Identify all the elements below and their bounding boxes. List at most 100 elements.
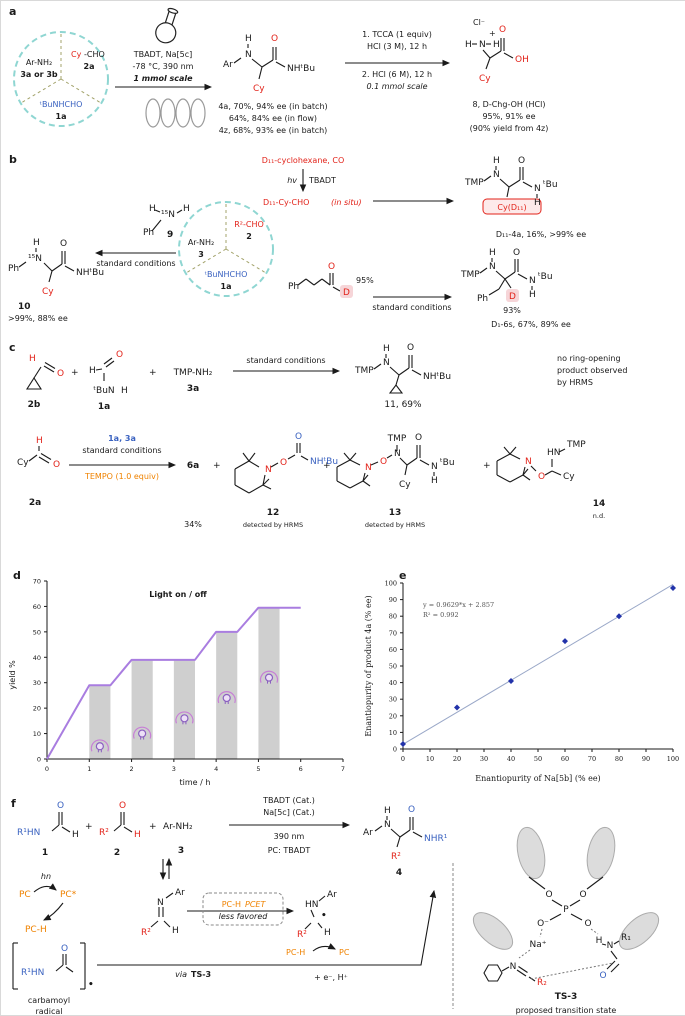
atom-ph: Ph [288, 282, 299, 292]
formamide-id: 1a [56, 112, 67, 121]
amine-formula: Ar-NH₂ [188, 238, 214, 247]
atom-ar: Ar [175, 888, 185, 898]
aldehyde-2b-structure: H O 2b [25, 354, 64, 410]
compound-id-6a: 6a [187, 461, 199, 471]
aldehyde-id: 2a [84, 62, 95, 71]
y-tick-label: 10 [389, 729, 397, 737]
atom-ar: Ar [363, 828, 373, 838]
bulky-group-ellipse [618, 912, 660, 950]
product-d1-6s-structure: TMP N H Ph D 93% O N ᵗBu H [460, 248, 553, 315]
hat-arrow [43, 902, 64, 921]
atom-o: O [538, 472, 545, 482]
hrms-note1: no ring-opening [557, 354, 621, 363]
data-point [454, 704, 460, 711]
product8-name: 8, D-Chg-OH (HCl) [473, 100, 546, 109]
x-tick-label: 40 [507, 755, 515, 763]
panel-e-label: e [399, 569, 406, 582]
atom-h2: H [534, 198, 541, 208]
atom-o: O [53, 460, 60, 470]
compound-id-1: 1 [42, 848, 48, 858]
atom-h: H [72, 830, 79, 840]
atom-tmp: TMP [354, 366, 374, 376]
data-point [508, 677, 514, 684]
d-incorporation: 93% [503, 306, 521, 315]
atom-n: N [245, 50, 252, 60]
atom-r2: R₂ [537, 978, 547, 988]
bulky-group-ellipse [516, 826, 546, 880]
panel-f: f R¹HN O H 1 + R² O H 2 + Ar-NH₂ 3 TBADT… [11, 796, 660, 1015]
hv-label: hn [41, 872, 51, 881]
atom-h: H [383, 344, 390, 354]
ts3-label: TS-3 [555, 992, 578, 1002]
x-tick-label: 4 [214, 765, 218, 773]
atom-h-amide: H [596, 936, 603, 946]
tempo-ring [496, 446, 531, 483]
pc-label: PC [19, 890, 31, 900]
sodium-cation: Na⁺ [530, 940, 547, 950]
yield-line [46, 606, 301, 760]
plus-sign: + [483, 461, 491, 471]
amine-id: 3a or 3b [20, 70, 58, 79]
atom-ph: Ph [8, 264, 19, 274]
panel-e: e y = 0.9629*x + 2.857 R² = 0.992 Enanti… [364, 569, 679, 783]
formamide-id: 1a [221, 282, 232, 291]
compound-id-9: 9 [167, 230, 173, 240]
atom-h: H [172, 926, 179, 936]
atom-r1hn: R¹HN [21, 968, 44, 978]
nd-note: n.d. [593, 512, 605, 520]
atom-o: O [408, 805, 415, 815]
atom-o2: O [415, 433, 422, 443]
atom-o: O [57, 801, 64, 811]
y-tick-label: 80 [389, 613, 397, 621]
atom-h1: H [149, 204, 156, 214]
charge-plus: + [489, 29, 496, 38]
formamide-formula: ᵗBuNHCHO [40, 100, 83, 109]
x-tick-label: 50 [534, 755, 542, 763]
atom-n: N [265, 465, 272, 475]
atom-h2: H [493, 40, 500, 50]
atom-tbu: ᵗBu [440, 458, 455, 468]
atom-tbun: ᵗBuN [93, 386, 114, 396]
row1-conditions: standard conditions [246, 356, 325, 365]
condition-line2: -78 °C, 390 nm [133, 62, 194, 71]
wavelength: 390 nm [274, 832, 305, 841]
light-off-bar [173, 659, 195, 759]
compound-id-10: 10 [18, 302, 31, 312]
electron-proton: + e⁻, H⁺ [314, 973, 348, 982]
atom-ar: Ar [223, 60, 233, 70]
compound-id-2b: 2b [28, 400, 41, 410]
x-tick-label: 0 [45, 765, 49, 773]
hrms-note2: product observed [557, 366, 627, 375]
amine-formula: Ar-NH₂ [26, 58, 52, 67]
atom-n15: ¹⁵N [28, 254, 42, 264]
atom-r1: R₁ [621, 933, 631, 943]
atom-tbu: ᵗBu [543, 180, 558, 190]
atom-o1: O [545, 890, 552, 900]
atom-o: O [60, 239, 67, 249]
hydrolysis-cond4: 0.1 mmol scale [366, 82, 427, 91]
x-tick-label: 2 [130, 765, 134, 773]
brackets [12, 942, 86, 990]
aldehyde-d-structure: Ph O D 95% [288, 262, 374, 298]
pc-excitation-arrow [33, 883, 57, 893]
row2-conditions: standard conditions [82, 446, 161, 455]
x-tick-label: 60 [561, 755, 569, 763]
aldehyde-cy: Cy [71, 50, 82, 59]
radical-dot: • [321, 911, 327, 921]
pcet-label: PCET [245, 900, 266, 909]
atom-o: O [280, 458, 287, 468]
y-tick-label: 20 [389, 712, 397, 720]
y-tick-label: 70 [389, 629, 397, 637]
amine-3a-id: 3a [187, 384, 199, 394]
light-bulb-icon [90, 739, 109, 753]
product-d11-4a-structure: TMP N H Cy(D₁₁) O N ᵗBu H [464, 156, 558, 215]
atom-h2: H [529, 290, 536, 300]
panel-d-label: d [13, 569, 21, 582]
atom-o: O [116, 350, 123, 360]
x-tick-label: 5 [256, 765, 260, 773]
atom-d: D [509, 292, 516, 302]
y-tick-label: 30 [33, 679, 41, 687]
x-tick-label: 1 [87, 765, 91, 773]
y-tick-label: 100 [385, 580, 397, 588]
